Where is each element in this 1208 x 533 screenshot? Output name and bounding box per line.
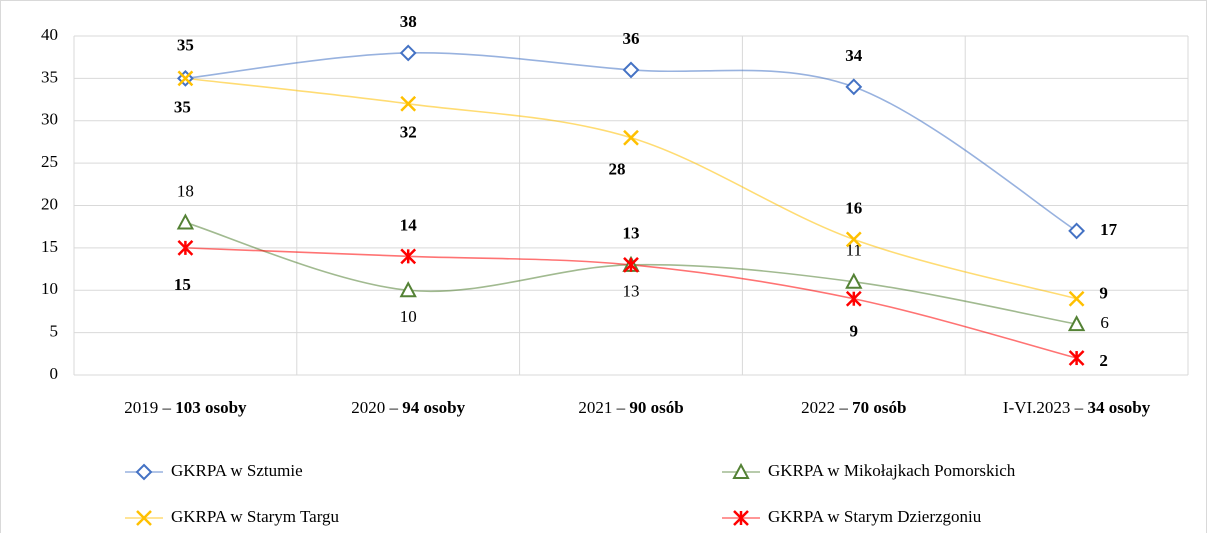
marker-x xyxy=(623,129,639,146)
y-tick-label: 15 xyxy=(41,237,58,256)
data-label: 13 xyxy=(623,282,640,301)
y-tick-label: 5 xyxy=(50,322,59,341)
data-label: 6 xyxy=(1100,313,1109,332)
marker-diamond xyxy=(135,463,153,481)
marker xyxy=(623,129,639,146)
data-label: 11 xyxy=(846,241,862,260)
data-label: 10 xyxy=(400,307,417,326)
x-tick-label-count: 34 osoby xyxy=(1087,398,1150,417)
y-tick-label: 10 xyxy=(41,279,58,298)
marker xyxy=(399,44,417,62)
x-tick-label-count: 94 osoby xyxy=(402,398,465,417)
marker xyxy=(1068,290,1085,307)
y-tick-label: 25 xyxy=(41,152,58,171)
marker xyxy=(400,95,417,112)
x-tick-label: 2020 – 94 osoby xyxy=(351,398,465,417)
data-label: 17 xyxy=(1100,220,1118,239)
x-tick-label: I-VI.2023 – 34 osoby xyxy=(1003,398,1151,417)
y-tick-label: 30 xyxy=(41,110,58,129)
marker xyxy=(1067,315,1086,332)
x-tick-label-count: 90 osób xyxy=(629,398,683,417)
x-tick-label-year: 2022 – xyxy=(801,398,852,417)
legend-label: GKRPA w Sztumie xyxy=(171,461,303,480)
x-tick-label: 2021 – 90 osób xyxy=(578,398,683,417)
marker-diamond xyxy=(1068,222,1086,240)
legend-label: GKRPA w Mikołajkach Pomorskich xyxy=(768,461,1016,480)
marker xyxy=(1068,350,1085,366)
marker xyxy=(177,70,194,87)
legend-marker xyxy=(732,462,750,479)
legend-label: GKRPA w Starym Dzierzgoniu xyxy=(768,507,982,526)
y-tick-label: 35 xyxy=(41,67,58,86)
marker-x xyxy=(1068,290,1085,307)
marker-triangle xyxy=(845,272,863,289)
data-label: 13 xyxy=(623,224,640,243)
marker xyxy=(400,248,417,265)
marker-x xyxy=(177,70,194,87)
marker-diamond xyxy=(845,78,863,96)
data-label: 35 xyxy=(177,35,194,54)
marker xyxy=(845,231,862,248)
marker xyxy=(845,272,863,289)
marker-triangle xyxy=(1067,315,1086,332)
marker xyxy=(1068,222,1086,240)
data-label: 9 xyxy=(850,322,859,341)
x-tick-label-year: 2020 – xyxy=(351,398,402,417)
marker xyxy=(622,61,640,79)
marker-triangle xyxy=(732,462,750,479)
marker-x xyxy=(845,231,862,248)
x-tick-label-count: 70 osób xyxy=(852,398,906,417)
data-label: 28 xyxy=(609,160,626,179)
y-tick-label: 0 xyxy=(50,364,59,383)
legend-marker xyxy=(135,463,153,481)
x-tick-label-year: 2019 – xyxy=(124,398,175,417)
marker xyxy=(177,239,194,256)
data-label: 34 xyxy=(845,46,863,65)
x-tick-label-year: 2021 – xyxy=(578,398,629,417)
marker xyxy=(176,213,195,230)
marker-x xyxy=(136,510,152,526)
marker xyxy=(845,290,862,307)
marker-triangle xyxy=(399,281,417,298)
marker xyxy=(623,256,639,273)
marker-diamond xyxy=(399,44,417,62)
data-label: 36 xyxy=(623,29,640,48)
y-tick-label: 40 xyxy=(41,25,58,44)
data-label: 18 xyxy=(177,181,194,200)
marker xyxy=(399,281,417,298)
legend-label: GKRPA w Starym Targu xyxy=(171,507,340,526)
data-label: 9 xyxy=(1099,284,1108,303)
data-label: 35 xyxy=(174,97,191,116)
data-label: 32 xyxy=(400,123,417,142)
x-tick-label-count: 103 osoby xyxy=(175,398,247,417)
data-label: 16 xyxy=(845,198,862,217)
x-tick-label: 2022 – 70 osób xyxy=(801,398,906,417)
data-label: 14 xyxy=(400,215,418,234)
x-tick-label-year: I-VI.2023 – xyxy=(1003,398,1088,417)
marker-diamond xyxy=(622,61,640,79)
marker-x xyxy=(400,95,417,112)
x-tick-label: 2019 – 103 osoby xyxy=(124,398,247,417)
legend-marker xyxy=(136,510,152,526)
marker-triangle xyxy=(176,213,195,230)
data-label: 2 xyxy=(1099,351,1108,370)
data-label: 15 xyxy=(174,275,191,294)
y-tick-label: 20 xyxy=(41,194,58,213)
marker xyxy=(845,78,863,96)
legend-marker xyxy=(733,510,749,526)
data-label: 38 xyxy=(400,12,417,31)
